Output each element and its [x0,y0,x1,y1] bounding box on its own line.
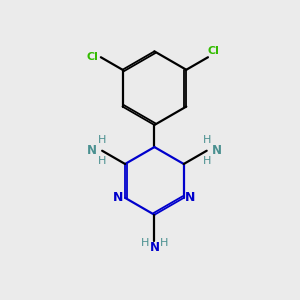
Text: H: H [160,238,168,248]
Text: N: N [113,191,124,204]
Text: N: N [185,191,196,204]
Text: H: H [202,156,211,166]
Text: H: H [98,156,106,166]
Text: H: H [141,238,149,248]
Text: N: N [212,144,222,157]
Text: H: H [202,135,211,146]
Text: H: H [98,135,106,146]
Text: Cl: Cl [86,52,98,62]
Text: N: N [149,241,159,254]
Text: Cl: Cl [208,46,220,56]
Text: N: N [87,144,97,157]
